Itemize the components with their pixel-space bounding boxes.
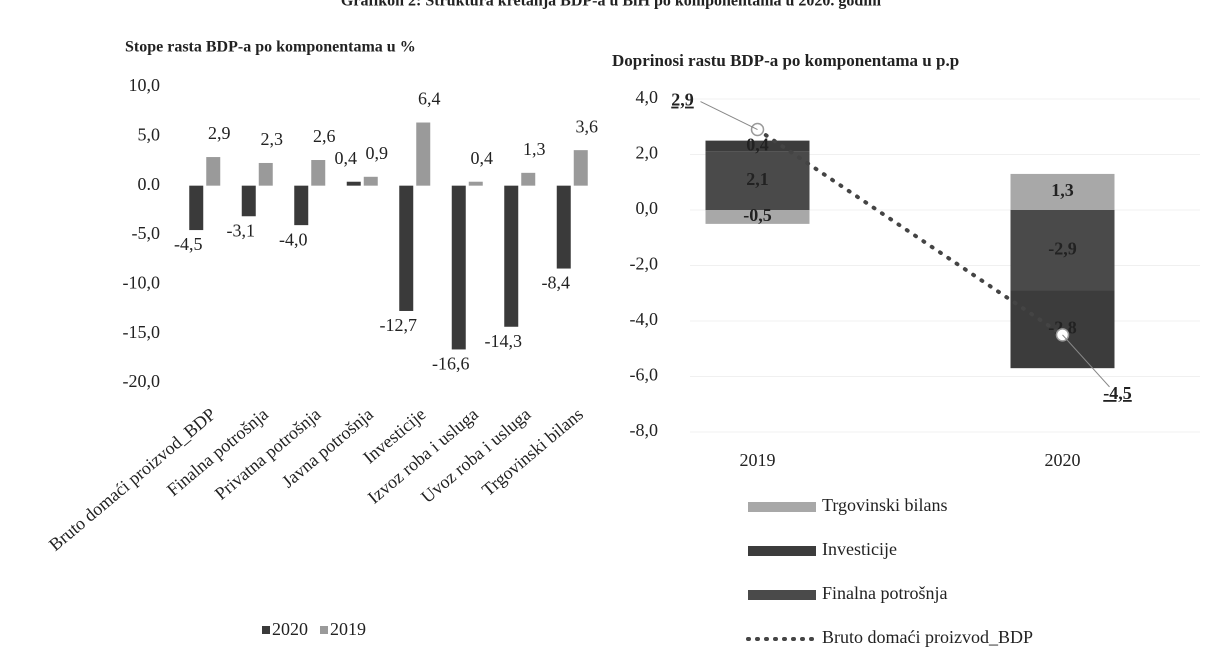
line [755,127,1065,337]
data-label: 0,4 [335,148,358,168]
bar [294,185,309,226]
bar [346,181,361,186]
leader-line [1062,334,1110,388]
x-tick-label: 2020 [1045,450,1081,470]
data-label: 2,6 [313,126,336,146]
leader-line [700,101,758,130]
bar [189,185,204,231]
y-tick-label: -5,0 [132,223,161,243]
chart-title: Doprinosi rastu BDP-a po komponentama u … [612,51,959,70]
bar [206,157,221,186]
legend-swatch [262,626,270,634]
y-tick-label: -20,0 [123,371,161,391]
bar-segment [705,210,810,224]
data-label: 0,4 [746,134,769,154]
bar-segment [705,151,810,210]
data-label: -0,5 [743,205,772,225]
data-label: 3,6 [576,116,599,136]
data-label: -2,9 [1048,238,1077,258]
line-label: 2,9 [671,90,694,110]
data-label: 2,3 [261,129,284,149]
y-tick-label: 0.0 [138,174,161,194]
data-label: 2,9 [208,123,231,143]
y-tick-label: 4,0 [636,87,659,107]
y-tick-label: 5,0 [138,124,161,144]
legend-label: Bruto domaći proizvod_BDP [822,627,1033,647]
page-title: Grafikon 2: Struktura kretanja BDP-a u B… [341,0,882,10]
data-label: -8,4 [542,273,571,293]
data-label: 2,1 [746,169,769,189]
y-tick-label: -2,0 [630,254,659,274]
data-label: -4,5 [174,234,203,254]
y-tick-label: -6,0 [630,365,659,385]
legend-label: 2020 [272,619,308,639]
y-tick-label: -15,0 [123,322,161,342]
bar-segment [1010,173,1115,210]
legend-swatch [748,590,816,600]
legend-label: 2019 [330,619,366,639]
bar [451,185,466,350]
bar [258,162,273,186]
line-label: -4,5 [1103,383,1132,403]
y-tick-label: 2,0 [636,143,659,163]
y-tick-label: -10,0 [123,272,161,292]
legend-label: Finalna potrošnja [822,583,947,603]
data-label: 1,3 [523,139,546,159]
legend-label: Trgovinski bilans [822,495,948,515]
legend-swatch [748,502,816,512]
bar [521,172,536,186]
bar [416,122,431,186]
legend-swatch [320,626,328,634]
bar [573,150,588,186]
y-tick-label: 10,0 [129,75,161,95]
data-label: -14,3 [485,331,523,351]
data-label: -4,0 [279,229,308,249]
bar [468,181,483,186]
y-tick-label: -8,0 [630,420,659,440]
bar-segment [1010,210,1115,291]
x-tick-label: Javna potrošnja [278,404,377,492]
data-label: -3,1 [227,220,256,240]
data-label: 0,4 [471,148,494,168]
bar [241,185,256,217]
chart-title: Stope rasta BDP-a po komponentama u % [125,39,416,56]
bar [311,160,326,186]
data-label: -16,6 [432,354,470,374]
bar [363,176,378,186]
data-label: 0,9 [366,143,389,163]
legend-swatch [748,546,816,556]
y-tick-label: 0,0 [636,198,659,218]
y-tick-label: -4,0 [630,309,659,329]
bar-segment [705,140,810,152]
data-label: 6,4 [418,89,441,109]
legend-label: Investicije [822,539,897,559]
data-label: 1,3 [1051,180,1074,200]
bar [504,185,519,327]
bar [399,185,414,311]
x-tick-label: 2019 [740,450,776,470]
data-label: -12,7 [380,315,418,335]
bar [556,185,571,269]
